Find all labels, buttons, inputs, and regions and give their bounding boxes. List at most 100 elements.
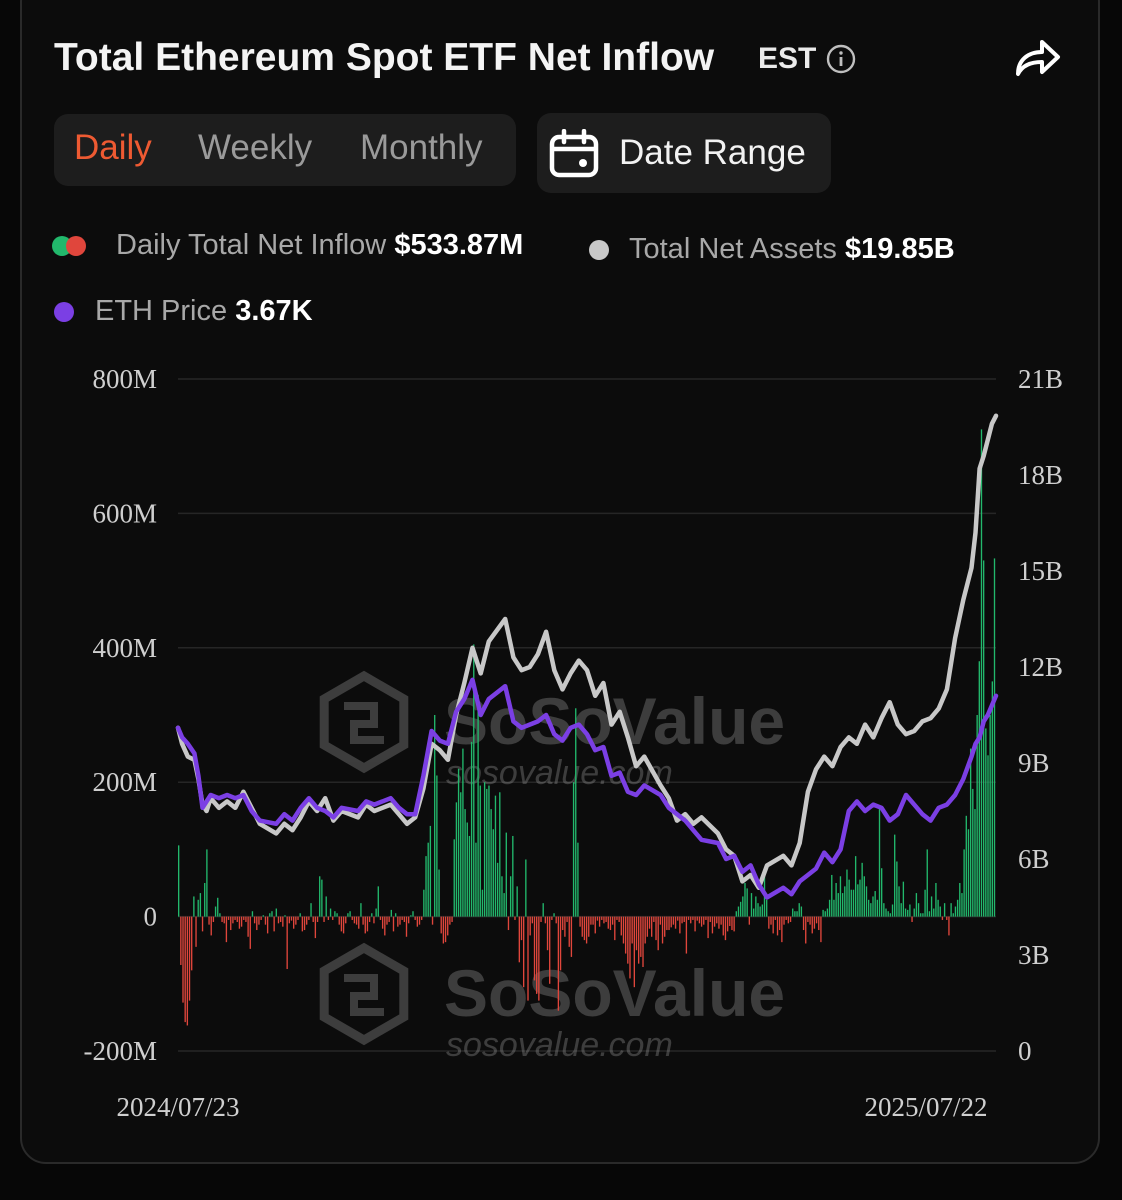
inflow-bar [449, 916, 451, 925]
inflow-bar [668, 916, 670, 931]
inflow-bar [941, 916, 944, 920]
tab-daily[interactable]: Daily [74, 128, 152, 167]
inflow-bar [824, 911, 826, 917]
inflow-bar [991, 681, 994, 917]
inflow-bar [961, 893, 963, 917]
inflow-bar [512, 835, 514, 917]
inflow-bar [716, 916, 718, 924]
inflow-bar [431, 916, 434, 925]
inflow-bar [603, 916, 605, 924]
inflow-bar [579, 916, 581, 927]
inflow-bar [542, 903, 544, 917]
inflow-bar [692, 916, 694, 920]
inflow-bar [783, 916, 785, 925]
inflow-bar [568, 916, 570, 947]
inflow-bar [290, 916, 293, 921]
inflow-bar [384, 916, 386, 936]
inflow-bar [724, 916, 727, 941]
inflow-bar [533, 916, 536, 981]
inflow-bar [555, 916, 557, 924]
watermark-logo-icon [319, 942, 409, 1046]
inflow-bar [240, 916, 243, 927]
inflow-bar [781, 916, 783, 943]
inflow-bar [434, 715, 436, 917]
inflow-bar [581, 916, 583, 937]
tab-monthly[interactable]: Monthly [360, 128, 483, 167]
inflow-bar [624, 916, 627, 954]
inflow-bar [679, 916, 681, 934]
inflow-bar [809, 916, 811, 925]
inflow-bar [392, 916, 395, 932]
inflow-bar [349, 911, 351, 917]
inflow-bar [937, 899, 939, 917]
axis-labels: 800M 600M 400M 200M 0 -200M 21B 18B 15B 12B 9B 6B 3B… [84, 364, 1064, 1122]
inflow-bar [314, 916, 317, 939]
inflow-bar [870, 903, 872, 917]
inflow-bar [390, 909, 392, 917]
inflow-bars [178, 429, 996, 1026]
inflow-bar [364, 916, 366, 934]
gridlines [178, 378, 996, 1052]
inflow-bar [501, 876, 503, 917]
inflow-bar [698, 916, 701, 924]
inflow-bar [878, 807, 881, 917]
inflow-bar [978, 661, 980, 917]
inflow-bar [618, 916, 620, 922]
inflow-bar [353, 916, 356, 924]
inflow-bar [750, 893, 753, 917]
inflow-bar [642, 916, 644, 967]
inflow-bar [980, 429, 983, 917]
inflow-bar [982, 560, 985, 917]
inflow-bar [907, 909, 909, 917]
inflow-bar [891, 904, 894, 917]
inflow-bar [881, 868, 883, 917]
inflow-bar [731, 916, 733, 931]
inflow-bar [989, 715, 991, 917]
inflow-bar [238, 916, 241, 929]
date-range-button[interactable]: Date Range [537, 113, 831, 193]
inflow-bar [872, 896, 874, 917]
inflow-bar [531, 916, 534, 924]
info-icon[interactable] [826, 44, 856, 74]
inflow-bar [844, 886, 846, 917]
inflow-bar [865, 886, 868, 917]
inflow-bar [368, 916, 371, 922]
inflow-bar [792, 908, 794, 917]
inflow-bar [969, 748, 972, 917]
inflow-bar [188, 916, 191, 1001]
inflow-bar [924, 889, 926, 917]
left-axis-tick: 400M [92, 633, 157, 663]
inflow-bar [312, 916, 314, 922]
inflow-bar [340, 916, 343, 932]
inflow-bar [253, 916, 256, 924]
inflow-bar [744, 883, 746, 917]
inflow-bar [293, 916, 295, 929]
inflow-bar [857, 884, 859, 917]
inflow-bar [898, 886, 900, 917]
calendar-icon [549, 129, 599, 178]
inflow-bar [184, 916, 186, 1023]
inflow-bar [729, 916, 731, 927]
inflow-bar [306, 916, 308, 925]
inflow-bar [909, 904, 911, 917]
inflow-bar [985, 728, 987, 917]
tab-weekly[interactable]: Weekly [198, 128, 313, 167]
inflow-bar [295, 916, 297, 925]
share-icon[interactable] [1010, 36, 1064, 80]
inflow-bar [405, 916, 408, 937]
inflow-bar [596, 916, 599, 921]
inflow-bar [210, 916, 212, 936]
timezone-label[interactable]: EST [758, 42, 817, 75]
inflow-bar [546, 916, 549, 951]
inflow-bar [186, 916, 189, 1026]
inflow-bar [429, 825, 432, 917]
inflow-bar [705, 916, 707, 920]
inflow-bar [522, 916, 525, 988]
inflow-bar [577, 842, 579, 917]
left-axis-tick: 800M [92, 364, 157, 394]
inflow-bar [444, 916, 447, 943]
inflow-bar [329, 908, 332, 917]
inflow-bar [659, 916, 662, 925]
inflow-bar [954, 906, 957, 917]
